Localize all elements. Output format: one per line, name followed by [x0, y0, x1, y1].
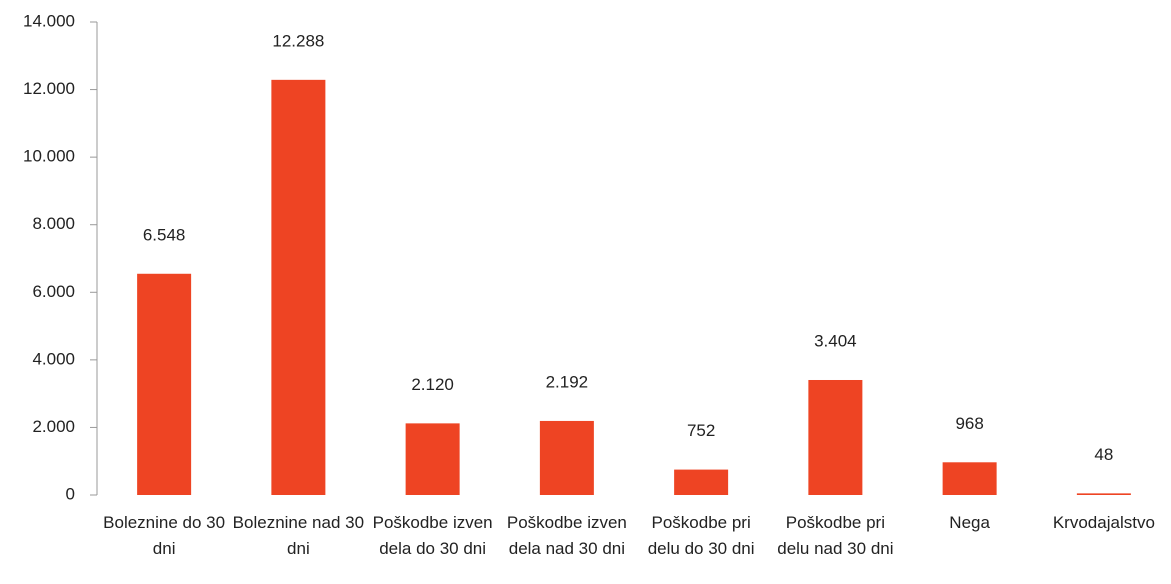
bar — [271, 79, 326, 496]
x-tick-label: Nega — [949, 513, 990, 532]
bar — [942, 462, 997, 495]
y-tick-label: 4.000 — [32, 349, 75, 368]
x-tick-label: Poškodbe izven dela nad 30 dni — [506, 513, 627, 558]
y-tick-label: 0 — [66, 484, 75, 503]
x-tick-label: Boleznine do 30 dni — [103, 513, 226, 558]
value-label: 2.192 — [546, 372, 589, 391]
bar — [137, 273, 192, 495]
x-tick-label: Poškodbe izven dela do 30 dni — [372, 513, 493, 558]
x-tick-label: Poškodbe pri delu do 30 dni — [647, 513, 755, 558]
bar — [808, 379, 863, 495]
value-label: 752 — [687, 421, 715, 440]
bar — [674, 469, 729, 495]
bar — [405, 423, 460, 495]
y-tick-label: 6.000 — [32, 282, 75, 301]
value-label: 968 — [955, 414, 983, 433]
y-tick-label: 2.000 — [32, 417, 75, 436]
x-tick-label: Boleznine nad 30 dni — [232, 513, 365, 558]
y-tick-label: 10.000 — [23, 147, 75, 166]
value-label: 3.404 — [814, 331, 857, 350]
x-tick-label: Krvodajalstvo — [1052, 513, 1155, 532]
y-tick-label: 12.000 — [23, 79, 75, 98]
y-tick-label: 8.000 — [32, 214, 75, 233]
value-label: 6.548 — [143, 225, 186, 244]
value-label: 48 — [1094, 445, 1113, 464]
y-tick-label: 14.000 — [23, 11, 75, 30]
value-label: 2.120 — [411, 375, 454, 394]
bar — [1076, 493, 1131, 495]
bar — [539, 420, 594, 495]
x-tick-label: Poškodbe pri delu nad 30 dni — [777, 513, 894, 558]
value-label: 12.288 — [272, 31, 324, 50]
